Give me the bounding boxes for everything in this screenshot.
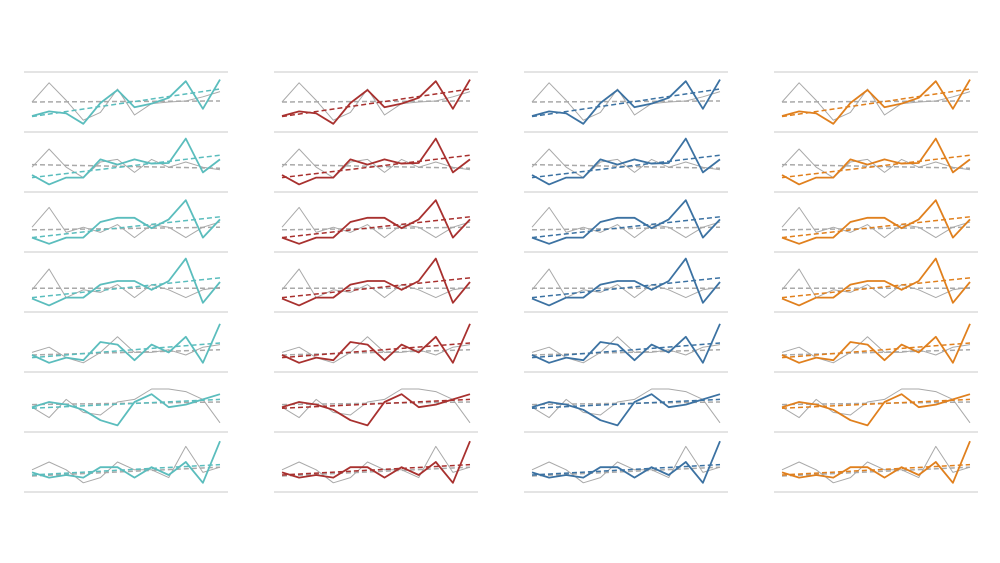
- series-line: [31, 257, 221, 307]
- series-line: [531, 440, 721, 484]
- reference-line: [781, 206, 971, 239]
- reference-trend: [531, 401, 721, 406]
- reference-line: [31, 388, 221, 424]
- series-line: [781, 79, 971, 125]
- reference-line: [281, 148, 471, 179]
- reference-trend: [531, 466, 721, 477]
- reference-line: [781, 82, 971, 121]
- series-line: [781, 440, 971, 484]
- reference-line: [31, 268, 221, 299]
- reference-trend: [531, 100, 721, 103]
- reference-line: [781, 336, 971, 364]
- series-line: [281, 199, 471, 245]
- reference-line: [531, 388, 721, 424]
- series-line: [531, 323, 721, 364]
- reference-line: [281, 206, 471, 239]
- reference-trend: [281, 401, 471, 406]
- reference-trend: [281, 226, 471, 231]
- series-line: [281, 137, 471, 186]
- reference-line: [31, 82, 221, 121]
- reference-trend: [781, 401, 971, 406]
- reference-trend: [781, 163, 971, 169]
- series-line: [781, 257, 971, 307]
- reference-line: [531, 268, 721, 299]
- series-line: [781, 393, 971, 427]
- reference-trend: [781, 349, 971, 356]
- reference-trend: [531, 163, 721, 169]
- reference-line: [531, 206, 721, 239]
- series-line: [31, 393, 221, 427]
- reference-trend: [781, 100, 971, 103]
- reference-trend: [31, 349, 221, 356]
- series-line: [31, 137, 221, 186]
- reference-line: [281, 268, 471, 299]
- series-line: [781, 323, 971, 364]
- series-line: [531, 393, 721, 427]
- trend-line: [31, 398, 221, 409]
- series-line: [531, 137, 721, 186]
- reference-trend: [531, 349, 721, 356]
- reference-trend: [781, 226, 971, 231]
- series-line: [531, 79, 721, 125]
- reference-line: [281, 445, 471, 484]
- reference-line: [781, 268, 971, 299]
- reference-line: [531, 336, 721, 364]
- series-line: [531, 257, 721, 307]
- series-line: [281, 323, 471, 364]
- series-line: [781, 137, 971, 186]
- reference-line: [281, 388, 471, 424]
- trend-line: [531, 398, 721, 409]
- series-line: [281, 393, 471, 427]
- series-line: [31, 79, 221, 125]
- reference-line: [781, 445, 971, 484]
- reference-line: [781, 148, 971, 179]
- reference-trend: [31, 401, 221, 406]
- reference-trend: [281, 163, 471, 169]
- reference-trend: [281, 349, 471, 356]
- reference-trend: [281, 466, 471, 477]
- reference-line: [281, 82, 471, 121]
- reference-trend: [31, 226, 221, 231]
- reference-line: [281, 336, 471, 364]
- reference-trend: [31, 163, 221, 169]
- reference-line: [781, 388, 971, 424]
- reference-line: [31, 336, 221, 364]
- reference-line: [31, 148, 221, 179]
- reference-line: [531, 445, 721, 484]
- reference-trend: [281, 100, 471, 103]
- reference-trend: [531, 226, 721, 231]
- reference-trend: [31, 100, 221, 103]
- reference-line: [31, 445, 221, 484]
- series-line: [781, 199, 971, 245]
- series-line: [31, 440, 221, 484]
- series-line: [281, 440, 471, 484]
- reference-line: [531, 82, 721, 121]
- series-line: [31, 199, 221, 245]
- trend-line: [281, 398, 471, 409]
- series-line: [531, 199, 721, 245]
- reference-trend: [781, 466, 971, 477]
- series-line: [31, 323, 221, 364]
- reference-line: [531, 148, 721, 179]
- reference-line: [31, 206, 221, 239]
- series-line: [281, 79, 471, 125]
- reference-trend: [31, 466, 221, 477]
- trend-line: [781, 398, 971, 409]
- series-line: [281, 257, 471, 307]
